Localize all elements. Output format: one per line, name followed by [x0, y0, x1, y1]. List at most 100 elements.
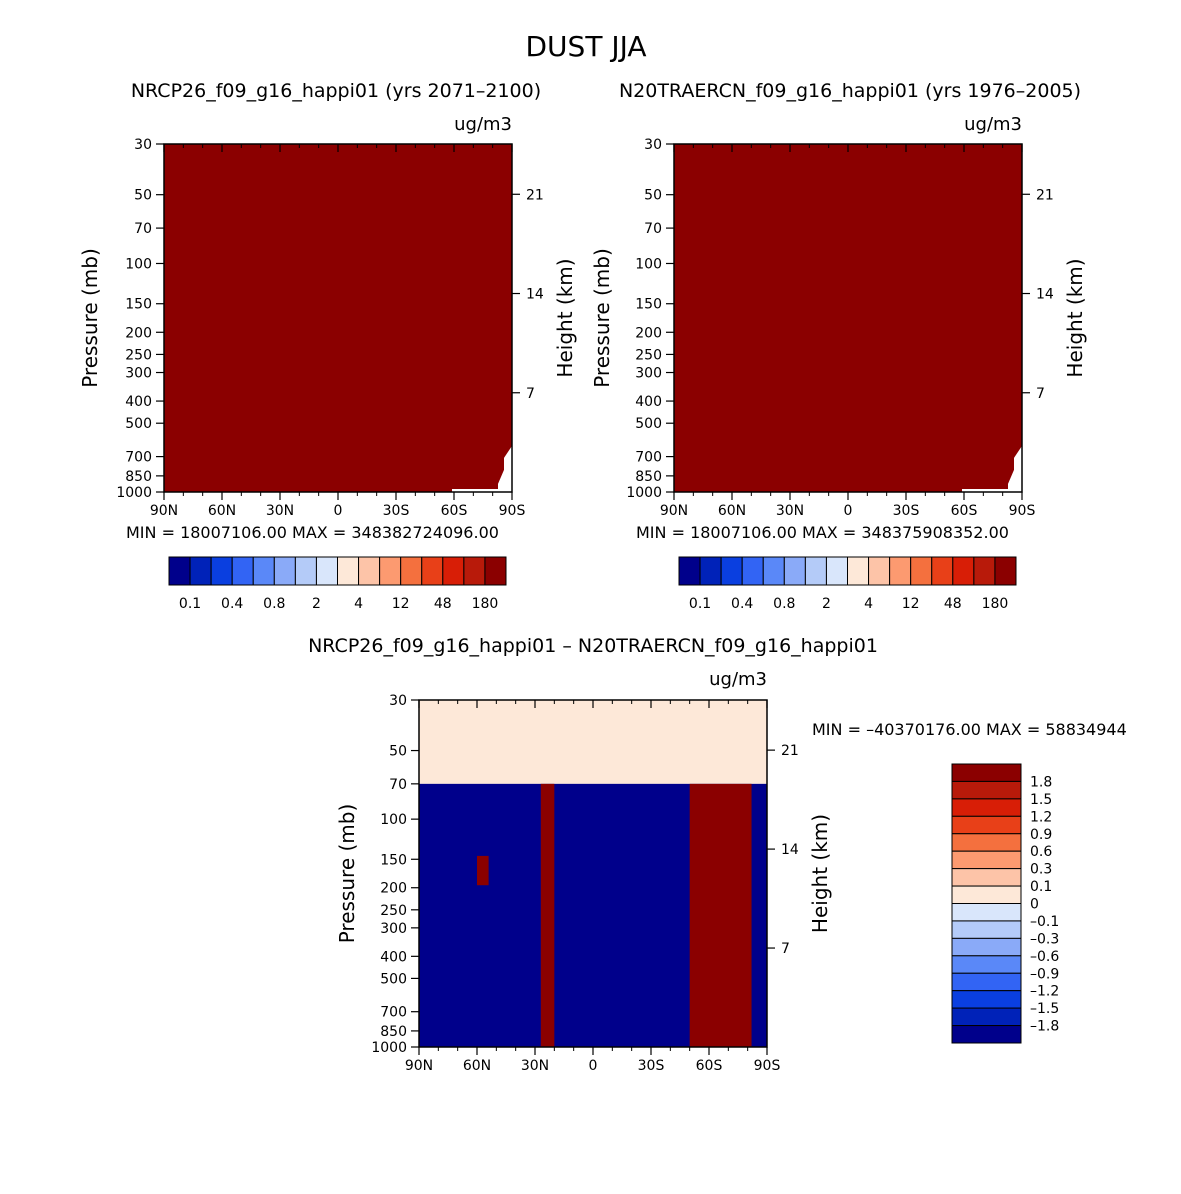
colorbar-box: [951, 972, 1022, 992]
y-tick-label: 100: [125, 256, 152, 272]
colorbar-label: 0: [1030, 897, 1039, 913]
contour-fill: [674, 144, 1022, 492]
colorbar-box: [484, 556, 507, 586]
colorbar-label: 0.8: [773, 596, 795, 612]
colorbar-label: 48: [944, 596, 962, 612]
x-tick-label: 60S: [951, 503, 978, 519]
colorbar-label: 0.1: [1030, 879, 1052, 895]
colorbar-label: 2: [312, 596, 321, 612]
y-tick-label: 700: [380, 1005, 407, 1021]
colorbar-box: [231, 556, 254, 586]
colorbar-box: [273, 556, 296, 586]
min-max-label: MIN = 18007106.00 MAX = 348375908352.00: [636, 523, 1009, 542]
colorbar-box: [952, 556, 975, 586]
height-tick-label: 14: [526, 287, 544, 303]
y-tick-label: 150: [380, 852, 407, 868]
colorbar-box: [951, 937, 1022, 957]
colorbar-label: 0.6: [1030, 844, 1052, 860]
colorbar-box: [400, 556, 423, 586]
units-label: ug/m3: [454, 114, 512, 135]
colorbar-box: [889, 556, 912, 586]
height-tick-label: 7: [1036, 386, 1045, 402]
x-tick-label: 90N: [150, 503, 178, 519]
panel-title: NRCP26_f09_g16_happi01 – N20TRAERCN_f09_…: [308, 635, 878, 657]
min-max-label: MIN = –40370176.00 MAX = 58834944: [812, 720, 1127, 739]
colorbar-box: [720, 556, 743, 586]
x-tick-label: 0: [334, 503, 343, 519]
colorbar-box: [847, 556, 870, 586]
min-max-label: MIN = 18007106.00 MAX = 348382724096.00: [126, 523, 499, 542]
x-tick-label: 30S: [383, 503, 410, 519]
y-tick-label: 300: [635, 366, 662, 382]
colorbar-box: [294, 556, 317, 586]
colorbar-label: 0.8: [263, 596, 285, 612]
y-tick-label: 850: [125, 469, 152, 485]
colorbar-box: [973, 556, 996, 586]
height-tick-label: 21: [526, 187, 544, 203]
x-tick-label: 90S: [1009, 503, 1036, 519]
colorbar-box: [442, 556, 465, 586]
surface-gap: [452, 489, 500, 492]
y-tick-label: 300: [380, 921, 407, 937]
y-axis-label: Pressure (mb): [78, 248, 102, 388]
x-tick-label: 30N: [521, 1058, 549, 1074]
height-tick-label: 14: [781, 842, 799, 858]
colorbar-label: 0.9: [1030, 827, 1052, 843]
colorbar-box: [931, 556, 954, 586]
height-tick-label: 7: [526, 386, 535, 402]
colorbar-label: –1.2: [1030, 984, 1059, 1000]
colorbar-box: [168, 556, 191, 586]
colorbar-label: 0.3: [1030, 862, 1052, 878]
panel-title: NRCP26_f09_g16_happi01 (yrs 2071–2100): [131, 80, 541, 102]
colorbar-label: 1.5: [1030, 792, 1052, 808]
y-tick-label: 70: [389, 777, 407, 793]
colorbar-box: [741, 556, 764, 586]
height-tick-label: 7: [781, 941, 790, 957]
y-tick-label: 30: [134, 137, 152, 153]
colorbar-box: [783, 556, 806, 586]
colorbar-box: [463, 556, 486, 586]
contour-region-3: [689, 783, 752, 1047]
colorbar-label: 1.2: [1030, 809, 1052, 825]
colorbar-box: [699, 556, 722, 586]
colorbar-box: [951, 990, 1022, 1009]
x-tick-label: 60N: [208, 503, 236, 519]
colorbar-label: –1.8: [1030, 1019, 1059, 1035]
colorbar-box: [210, 556, 233, 586]
x-tick-label: 30N: [776, 503, 804, 519]
colorbar-label: 0.4: [731, 596, 753, 612]
colorbar-box: [910, 556, 933, 586]
y-axis-label: Pressure (mb): [590, 248, 614, 388]
colorbar-box: [951, 885, 1022, 904]
y-tick-label: 70: [134, 221, 152, 237]
y-tick-label: 400: [635, 394, 662, 410]
figure-title: DUST JJA: [525, 30, 646, 63]
colorbar-box: [252, 556, 275, 586]
colorbar-label: 12: [392, 596, 410, 612]
y-tick-label: 100: [380, 812, 407, 828]
surface-notch: [454, 445, 512, 492]
colorbar-box: [825, 556, 848, 586]
units-label: ug/m3: [964, 114, 1022, 135]
y-tick-label: 30: [644, 137, 662, 153]
colorbar-box: [951, 1025, 1022, 1044]
colorbar-label: 180: [982, 596, 1009, 612]
colorbar-label: –0.3: [1030, 931, 1059, 947]
colorbar-label: 48: [434, 596, 452, 612]
colorbar-box: [762, 556, 785, 586]
y-tick-label: 50: [389, 744, 407, 760]
colorbar-label: 1.8: [1030, 774, 1052, 790]
y-tick-label: 850: [380, 1024, 407, 1040]
y-tick-label: 250: [125, 347, 152, 363]
y-tick-label: 250: [635, 347, 662, 363]
colorbar-label: –0.9: [1030, 966, 1059, 982]
x-tick-label: 60N: [718, 503, 746, 519]
colorbar-label: 180: [472, 596, 499, 612]
colorbar-label: –1.5: [1030, 1001, 1059, 1017]
colorbar-box: [315, 556, 338, 586]
colorbar-box: [189, 556, 212, 586]
contour-region-0: [419, 700, 767, 784]
colorbar-label: –0.6: [1030, 949, 1059, 965]
colorbar-box: [951, 850, 1022, 870]
colorbar-label: 12: [902, 596, 920, 612]
